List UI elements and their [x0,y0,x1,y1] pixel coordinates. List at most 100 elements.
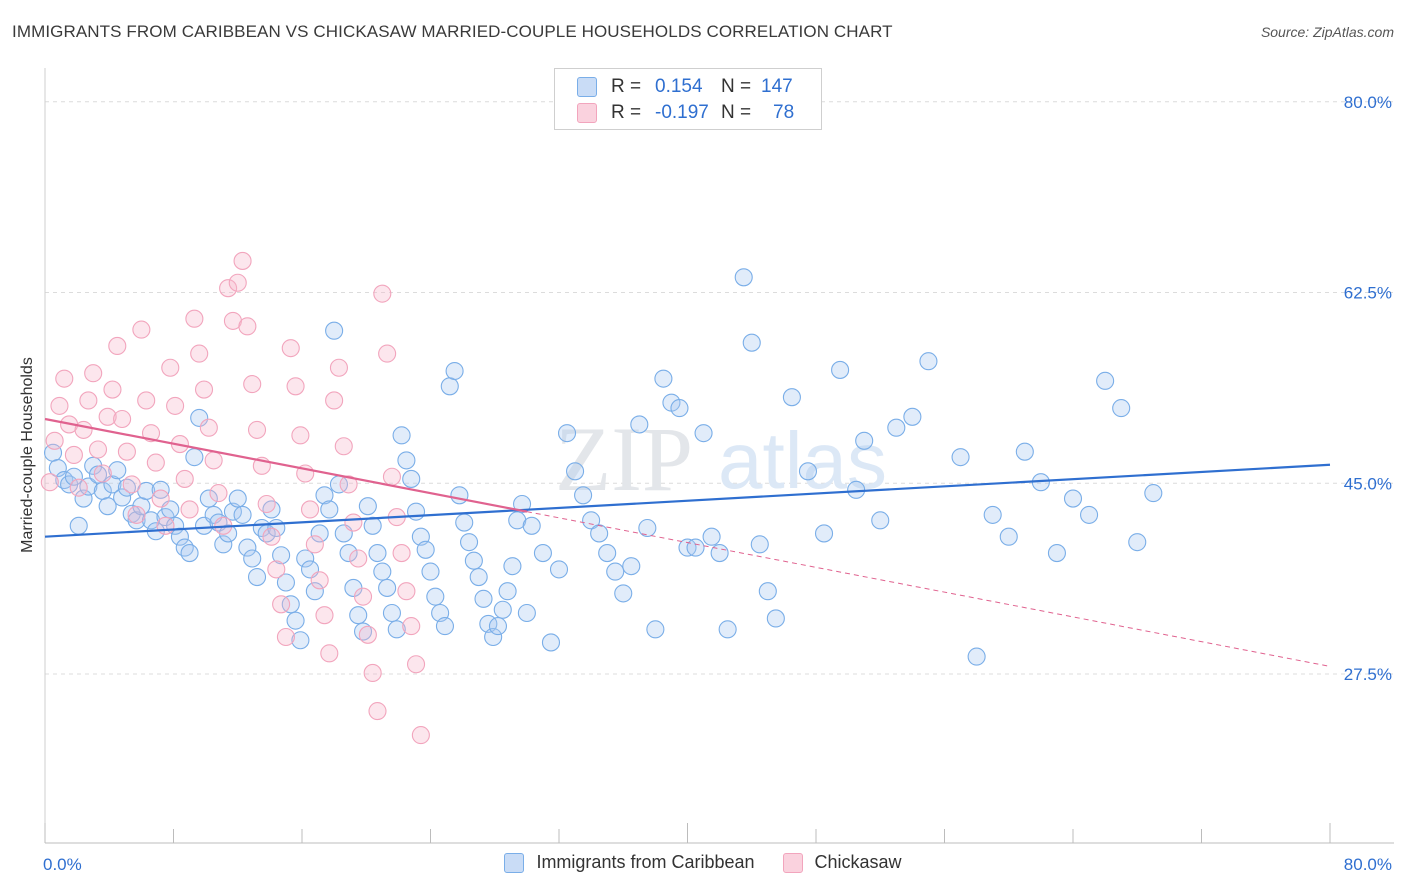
data-point [127,505,146,524]
data-point [847,480,866,499]
data-point [686,538,705,557]
data-point [305,535,324,554]
data-point [243,549,262,568]
data-point [416,540,435,559]
legend-swatch-caribbean [577,77,597,97]
legend-swatch-chickasaw [577,103,597,123]
legend-n-label: N = [721,102,752,123]
data-point [450,486,469,505]
data-point [166,396,185,415]
data-point [522,516,541,535]
trend-line-caribbean [44,463,1331,538]
data-point [782,388,801,407]
data-point [310,571,329,590]
data-point [421,562,440,581]
data-point [84,364,103,383]
data-point [455,513,474,532]
data-point [368,702,387,721]
series-swatch-chickasaw [782,852,803,873]
data-point [951,448,970,467]
data-point [630,415,649,434]
data-point [513,494,532,514]
data-point [887,418,906,437]
data-point [814,524,834,543]
data-point [750,535,769,554]
data-point [373,284,392,303]
data-point [209,484,228,503]
tick-labels: 27.5% 45.0% 62.5% 80.0% 0.0% 80.0% [43,93,1392,874]
data-point [1128,533,1147,552]
data-point [219,279,238,298]
legend: R = 0.154 N = 147 R = -0.197 N = 78 [554,68,822,130]
data-point [606,562,625,581]
data-point [638,518,657,538]
data-point [871,511,890,530]
data-point [334,437,353,456]
data-point [276,627,295,647]
legend-n-value: 78 [773,102,795,123]
data-point [742,333,761,352]
data-point [670,399,689,418]
data-point [694,424,713,443]
data-point [373,562,392,581]
legend-r-label: R = [611,76,642,97]
data-point [88,440,108,459]
chart-title: IMMIGRANTS FROM CARIBBEAN VS CHICKASAW M… [12,22,893,41]
data-point [151,489,170,508]
data-point [161,358,180,377]
legend-n-value: 147 [761,76,793,97]
data-point [122,475,141,494]
data-point [84,456,103,475]
data-point [983,505,1002,524]
y-tick-label: 80.0% [1344,93,1392,112]
legend-n-label: N = [721,76,752,97]
y-tick-label: 62.5% [1344,284,1392,303]
data-point [325,321,344,340]
data-point [402,469,421,488]
data-point [464,551,483,570]
data-point [855,431,874,450]
data-point [484,627,503,647]
data-point [79,391,98,410]
data-point [919,352,938,371]
data-point [498,582,517,601]
data-point [392,426,411,445]
data-point [469,567,488,587]
data-point [98,497,117,516]
data-point [440,377,459,396]
data-point [378,344,397,363]
source-credit: Source: ZipAtlas.com [1260,24,1394,40]
data-point [1063,489,1083,508]
data-point [238,538,257,557]
data-point [117,478,136,497]
data-point [64,467,83,486]
series-chickasaw-points [40,251,430,745]
data-point [702,527,721,546]
data-point [310,524,329,543]
watermark-zip: ZIP [555,408,693,510]
data-point [272,546,291,565]
data-point [646,620,665,639]
data-point [315,486,334,505]
data-point [320,500,339,519]
data-point [214,535,233,554]
data-point [74,489,93,508]
data-point [113,488,132,507]
data-point [411,726,430,745]
data-point [358,625,377,644]
data-point [64,445,83,465]
series-legend-chickasaw: Chickasaw [782,852,902,873]
data-point [262,500,281,519]
data-point [358,497,377,516]
data-point [257,494,276,514]
data-point [204,451,223,470]
data-point [426,587,445,606]
data-point [40,473,59,492]
data-point [368,544,387,563]
data-point [903,407,922,426]
legend-r-value: 0.154 [655,76,703,97]
data-point [397,451,416,470]
data-point [228,489,247,508]
data-point [541,633,561,652]
data-point [185,448,204,467]
